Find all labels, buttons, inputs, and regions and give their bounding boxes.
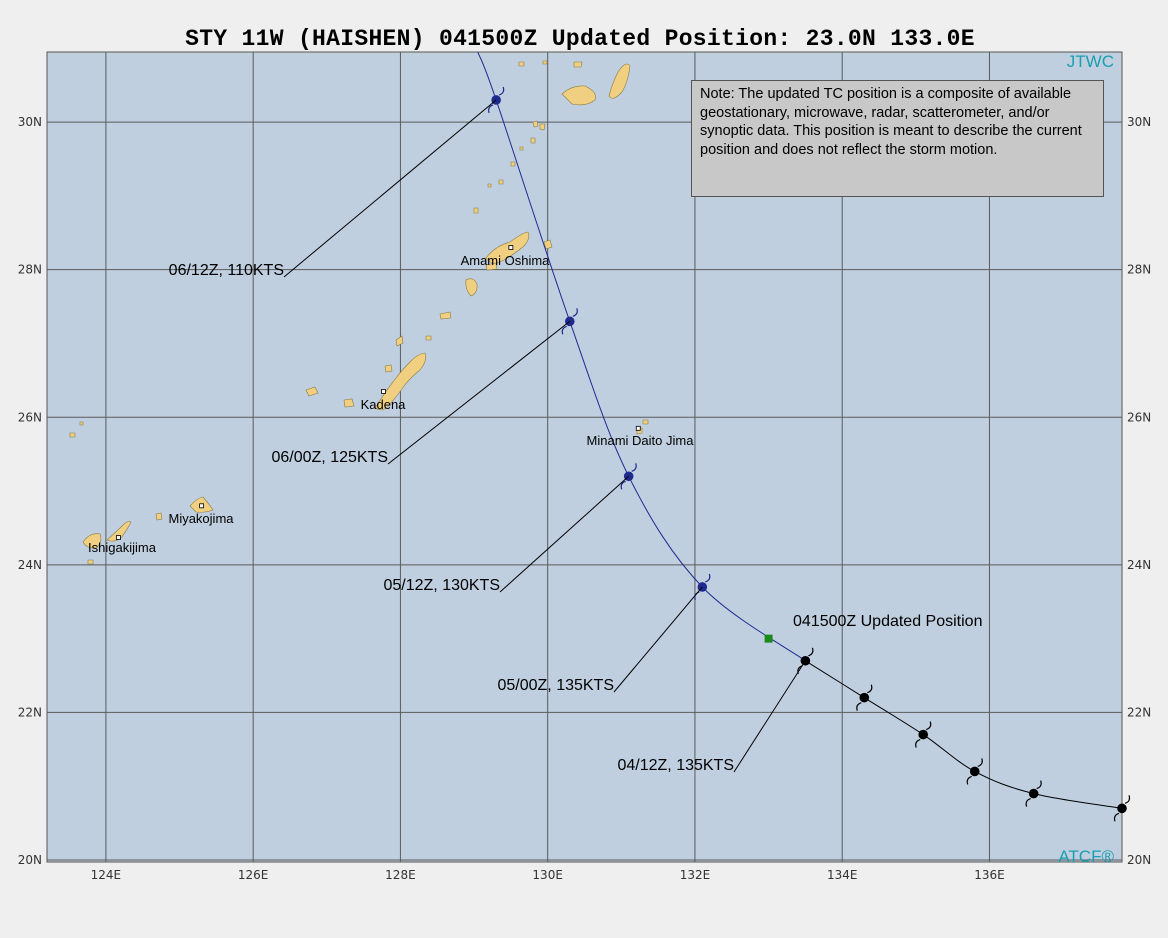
lat-tick-label-right: 28N: [1127, 263, 1151, 277]
lat-tick-label-left: 22N: [18, 705, 42, 719]
island-small-2: [532, 120, 539, 128]
lon-tick-label: 136E: [974, 868, 1005, 882]
jtwc-brand: JTWC: [1067, 52, 1114, 71]
fix-label: 06/12Z, 110KTS: [169, 262, 284, 279]
lat-tick-label-left: 20N: [18, 853, 42, 867]
note-box: Note: The updated TC position is a compo…: [691, 80, 1104, 197]
island-kuroshima: [518, 61, 525, 67]
updated-position-marker: [764, 634, 773, 643]
island-kerama: [343, 398, 355, 408]
island-tanegashima: [608, 63, 631, 99]
island-okinawa: [374, 352, 427, 411]
island-tokunoshima: [465, 278, 478, 297]
island-kakeroma: [485, 262, 498, 271]
lat-tick-label-left: 24N: [18, 558, 42, 572]
lon-tick-label: 134E: [827, 868, 858, 882]
place-marker: [381, 389, 386, 394]
forecast-track-line: [477, 51, 806, 662]
fix-leader-line: [613, 586, 703, 693]
lat-tick-label-left: 30N: [18, 115, 42, 129]
island-yoron: [425, 335, 432, 341]
island-iriomote: [82, 533, 102, 549]
island-small-5: [519, 146, 524, 151]
past-position-symbol: [915, 721, 932, 748]
place-marker: [635, 425, 641, 431]
island-iheya: [395, 335, 404, 347]
past-position-symbol: [856, 684, 873, 711]
fix-leader-line: [387, 320, 571, 465]
island-small-1: [542, 60, 548, 65]
lon-tick-label: 126E: [238, 868, 269, 882]
lat-tick-label-left: 28N: [18, 263, 42, 277]
axis-labels: 124E 126E 128E 130E 132E 134E 136E 20N 20N 22N 22N…: [18, 115, 1152, 882]
place-marker: [116, 535, 121, 540]
place-label: Kadena: [361, 397, 407, 412]
lon-tick-label: 128E: [385, 868, 416, 882]
island-small-4: [530, 137, 536, 144]
island-senkaku: [79, 421, 84, 426]
island-kita-daito: [642, 419, 649, 425]
lat-tick-label-left: 26N: [18, 410, 42, 424]
lat-tick-label-right: 20N: [1127, 853, 1151, 867]
island-yakushima: [561, 85, 596, 106]
fix-label: 05/00Z, 135KTS: [497, 677, 614, 694]
past-position-symbol: [966, 758, 983, 785]
chart-title: STY 11W (HAISHEN) 041500Z Updated Positi…: [185, 26, 975, 52]
updated-position-label: 041500Z Updated Position: [793, 613, 982, 630]
atcf-brand: ATCF®: [1058, 847, 1114, 866]
island-small-8: [487, 183, 492, 188]
lon-tick-label: 124E: [91, 868, 122, 882]
island-small-10: [384, 364, 393, 373]
past-track-line: [805, 660, 1123, 809]
place-marker: [199, 503, 205, 509]
fix-label: 04/12Z, 135KTS: [617, 757, 734, 774]
island-small-7: [498, 179, 504, 185]
place-label: Ishigakijima: [88, 540, 157, 555]
lon-tick-label: 132E: [680, 868, 711, 882]
island-kikaijima: [543, 239, 553, 250]
fix-label: 05/12Z, 130KTS: [383, 577, 500, 594]
lat-tick-label-right: 24N: [1127, 558, 1151, 572]
island-small-6: [510, 161, 516, 167]
island-tarama: [155, 512, 163, 521]
island-yonaguni: [69, 432, 76, 438]
place-marker: [508, 245, 514, 250]
island-amami-oshima: [485, 231, 530, 264]
past-position-symbol: [1025, 780, 1042, 807]
fix-leader-line: [499, 475, 630, 593]
island-small-3: [539, 123, 546, 131]
fix-labels: 04/12Z, 135KTS 05/00Z, 135KTS 05/12Z, 130K…: [169, 262, 734, 774]
lat-tick-label-right: 26N: [1127, 410, 1151, 424]
island-ishigaki: [106, 521, 132, 542]
island-okinoerabu: [439, 311, 452, 320]
fix-leader-line: [733, 660, 806, 773]
fix-label: 06/00Z, 125KTS: [271, 449, 388, 466]
island-kume: [305, 386, 319, 397]
island-hateruma: [87, 559, 94, 565]
lat-tick-label-right: 30N: [1127, 115, 1151, 129]
lon-tick-label: 130E: [532, 868, 563, 882]
place-label: Miyakojima: [168, 511, 234, 526]
place-labels: Amami Oshima Kadena Minami Daito Jima Miyak…: [88, 245, 695, 555]
island-small-9: [473, 207, 479, 214]
fix-leader-line: [283, 99, 497, 278]
lat-tick-label-right: 22N: [1127, 705, 1151, 719]
past-position-symbol: [1113, 795, 1131, 822]
place-label: Minami Daito Jima: [587, 433, 695, 448]
fix-leader-lines: [283, 99, 806, 773]
island-kuchinoerabu: [573, 61, 583, 68]
updated-position: 041500Z Updated Position: [764, 613, 982, 643]
place-label: Amami Oshima: [461, 253, 551, 268]
